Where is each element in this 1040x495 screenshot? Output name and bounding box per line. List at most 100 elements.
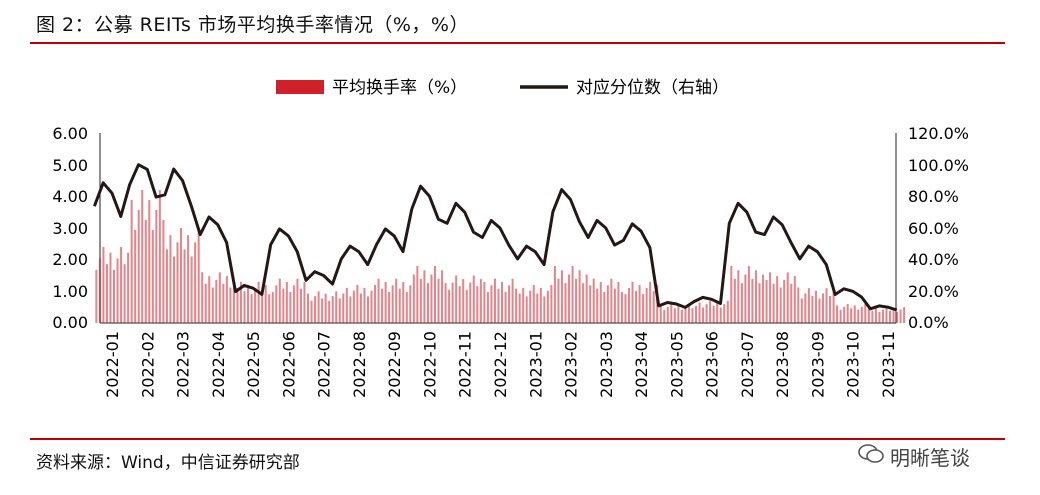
turnover-bar xyxy=(458,286,461,323)
y-right-tick: 0.0% xyxy=(908,313,949,332)
turnover-bar xyxy=(419,278,422,323)
turnover-bar xyxy=(687,304,690,323)
x-tick-label: 2022-11 xyxy=(456,331,475,398)
source-note: 资料来源：Wind，中信证券研究部 xyxy=(36,453,300,473)
y-left-tick: 1.00 xyxy=(52,282,88,301)
turnover-bar xyxy=(807,288,810,323)
legend-bar-swatch xyxy=(276,80,324,94)
turnover-bar xyxy=(151,229,154,323)
turnover-bar xyxy=(726,300,729,323)
x-tick-label: 2022-03 xyxy=(174,331,193,398)
turnover-bar xyxy=(359,293,362,323)
turnover-bar xyxy=(476,286,479,323)
y-left-tick: 3.00 xyxy=(52,219,88,238)
turnover-bar xyxy=(603,291,606,323)
turnover-bar xyxy=(889,310,892,323)
turnover-bar xyxy=(448,289,451,323)
turnover-bar xyxy=(779,287,782,323)
turnover-bar xyxy=(335,291,338,323)
turnover-bar xyxy=(95,269,98,323)
turnover-bar xyxy=(222,283,225,323)
x-tick-label: 2022-02 xyxy=(138,331,157,398)
turnover-bar xyxy=(776,276,779,323)
turnover-bar xyxy=(271,291,274,323)
y-right-tick: 100.0% xyxy=(908,156,969,175)
turnover-bar xyxy=(610,278,613,323)
turnover-bar xyxy=(278,278,281,323)
turnover-bar xyxy=(871,310,874,323)
turnover-bar xyxy=(518,293,521,323)
turnover-bar xyxy=(441,270,444,323)
turnover-bar xyxy=(225,276,228,323)
turnover-bar xyxy=(342,293,345,323)
turnover-bar xyxy=(793,276,796,323)
turnover-bar xyxy=(680,309,683,323)
legend-bar-label: 平均换手率（%） xyxy=(332,78,467,98)
turnover-bar xyxy=(486,291,489,323)
turnover-bar xyxy=(412,274,415,323)
turnover-bar xyxy=(324,293,327,323)
turnover-bar xyxy=(546,290,549,323)
x-tick-label: 2022-08 xyxy=(350,331,369,398)
turnover-bar xyxy=(772,283,775,323)
turnover-bar xyxy=(176,242,179,323)
turnover-bar xyxy=(599,281,602,323)
turnover-bar xyxy=(405,291,408,323)
turnover-bar xyxy=(624,294,627,323)
turnover-bar xyxy=(730,266,733,323)
turnover-bar xyxy=(307,293,310,323)
x-tick-label: 2022-07 xyxy=(315,331,334,398)
y-right-tick: 60.0% xyxy=(908,219,959,238)
turnover-bar xyxy=(645,288,648,323)
x-axis: 2022-01 2022-02 2022-03 2022-04 2022-05 2022-… xyxy=(103,331,898,398)
x-tick-label: 2022-04 xyxy=(209,331,228,398)
turnover-bar xyxy=(885,307,888,323)
turnover-bar xyxy=(606,285,609,323)
y-left-tick: 4.00 xyxy=(52,187,88,206)
turnover-bar xyxy=(254,288,257,323)
turnover-bar xyxy=(536,293,539,323)
turnover-bar xyxy=(744,274,747,323)
turnover-bar xyxy=(239,281,243,323)
turnover-bar xyxy=(825,288,828,323)
turnover-bar xyxy=(338,298,341,323)
turnover-bar xyxy=(141,190,144,323)
turnover-bar xyxy=(257,281,260,323)
turnover-bar xyxy=(758,283,761,323)
watermark: 明晰笔谈 xyxy=(858,442,970,471)
turnover-bar xyxy=(790,283,793,323)
turnover-bar xyxy=(705,304,708,323)
x-tick-label: 2022-12 xyxy=(491,331,510,398)
turnover-bar xyxy=(229,287,232,323)
turnover-bar xyxy=(564,283,567,323)
turnover-bar xyxy=(585,274,588,323)
turnover-bar xyxy=(508,285,511,323)
turnover-bar xyxy=(261,291,264,323)
turnover-bar xyxy=(250,294,253,323)
turnover-bar xyxy=(747,266,750,323)
turnover-bar xyxy=(113,269,116,323)
x-tick-label: 2023-04 xyxy=(632,331,651,398)
turnover-bar xyxy=(511,278,514,323)
turnover-bar xyxy=(194,242,197,323)
turnover-bar xyxy=(472,275,475,323)
y-left-tick: 0.00 xyxy=(52,313,88,332)
turnover-bar xyxy=(165,249,168,323)
turnover-bar xyxy=(204,283,207,323)
turnover-bar xyxy=(130,199,133,323)
turnover-bar xyxy=(232,279,235,323)
turnover-bar xyxy=(850,308,853,323)
turnover-bar xyxy=(649,281,652,323)
turnover-bar xyxy=(684,306,687,323)
turnover-bar xyxy=(109,252,112,323)
turnover-bar xyxy=(208,276,211,323)
turnover-bar xyxy=(829,296,832,323)
turnover-bar xyxy=(395,278,398,323)
turnover-bar xyxy=(275,285,278,323)
turnover-bar xyxy=(582,283,585,323)
turnover-bar xyxy=(299,288,302,323)
turnover-bar xyxy=(490,285,493,323)
turnover-bar xyxy=(737,270,740,323)
turnover-bar xyxy=(525,296,528,323)
turnover-bar xyxy=(821,293,825,323)
